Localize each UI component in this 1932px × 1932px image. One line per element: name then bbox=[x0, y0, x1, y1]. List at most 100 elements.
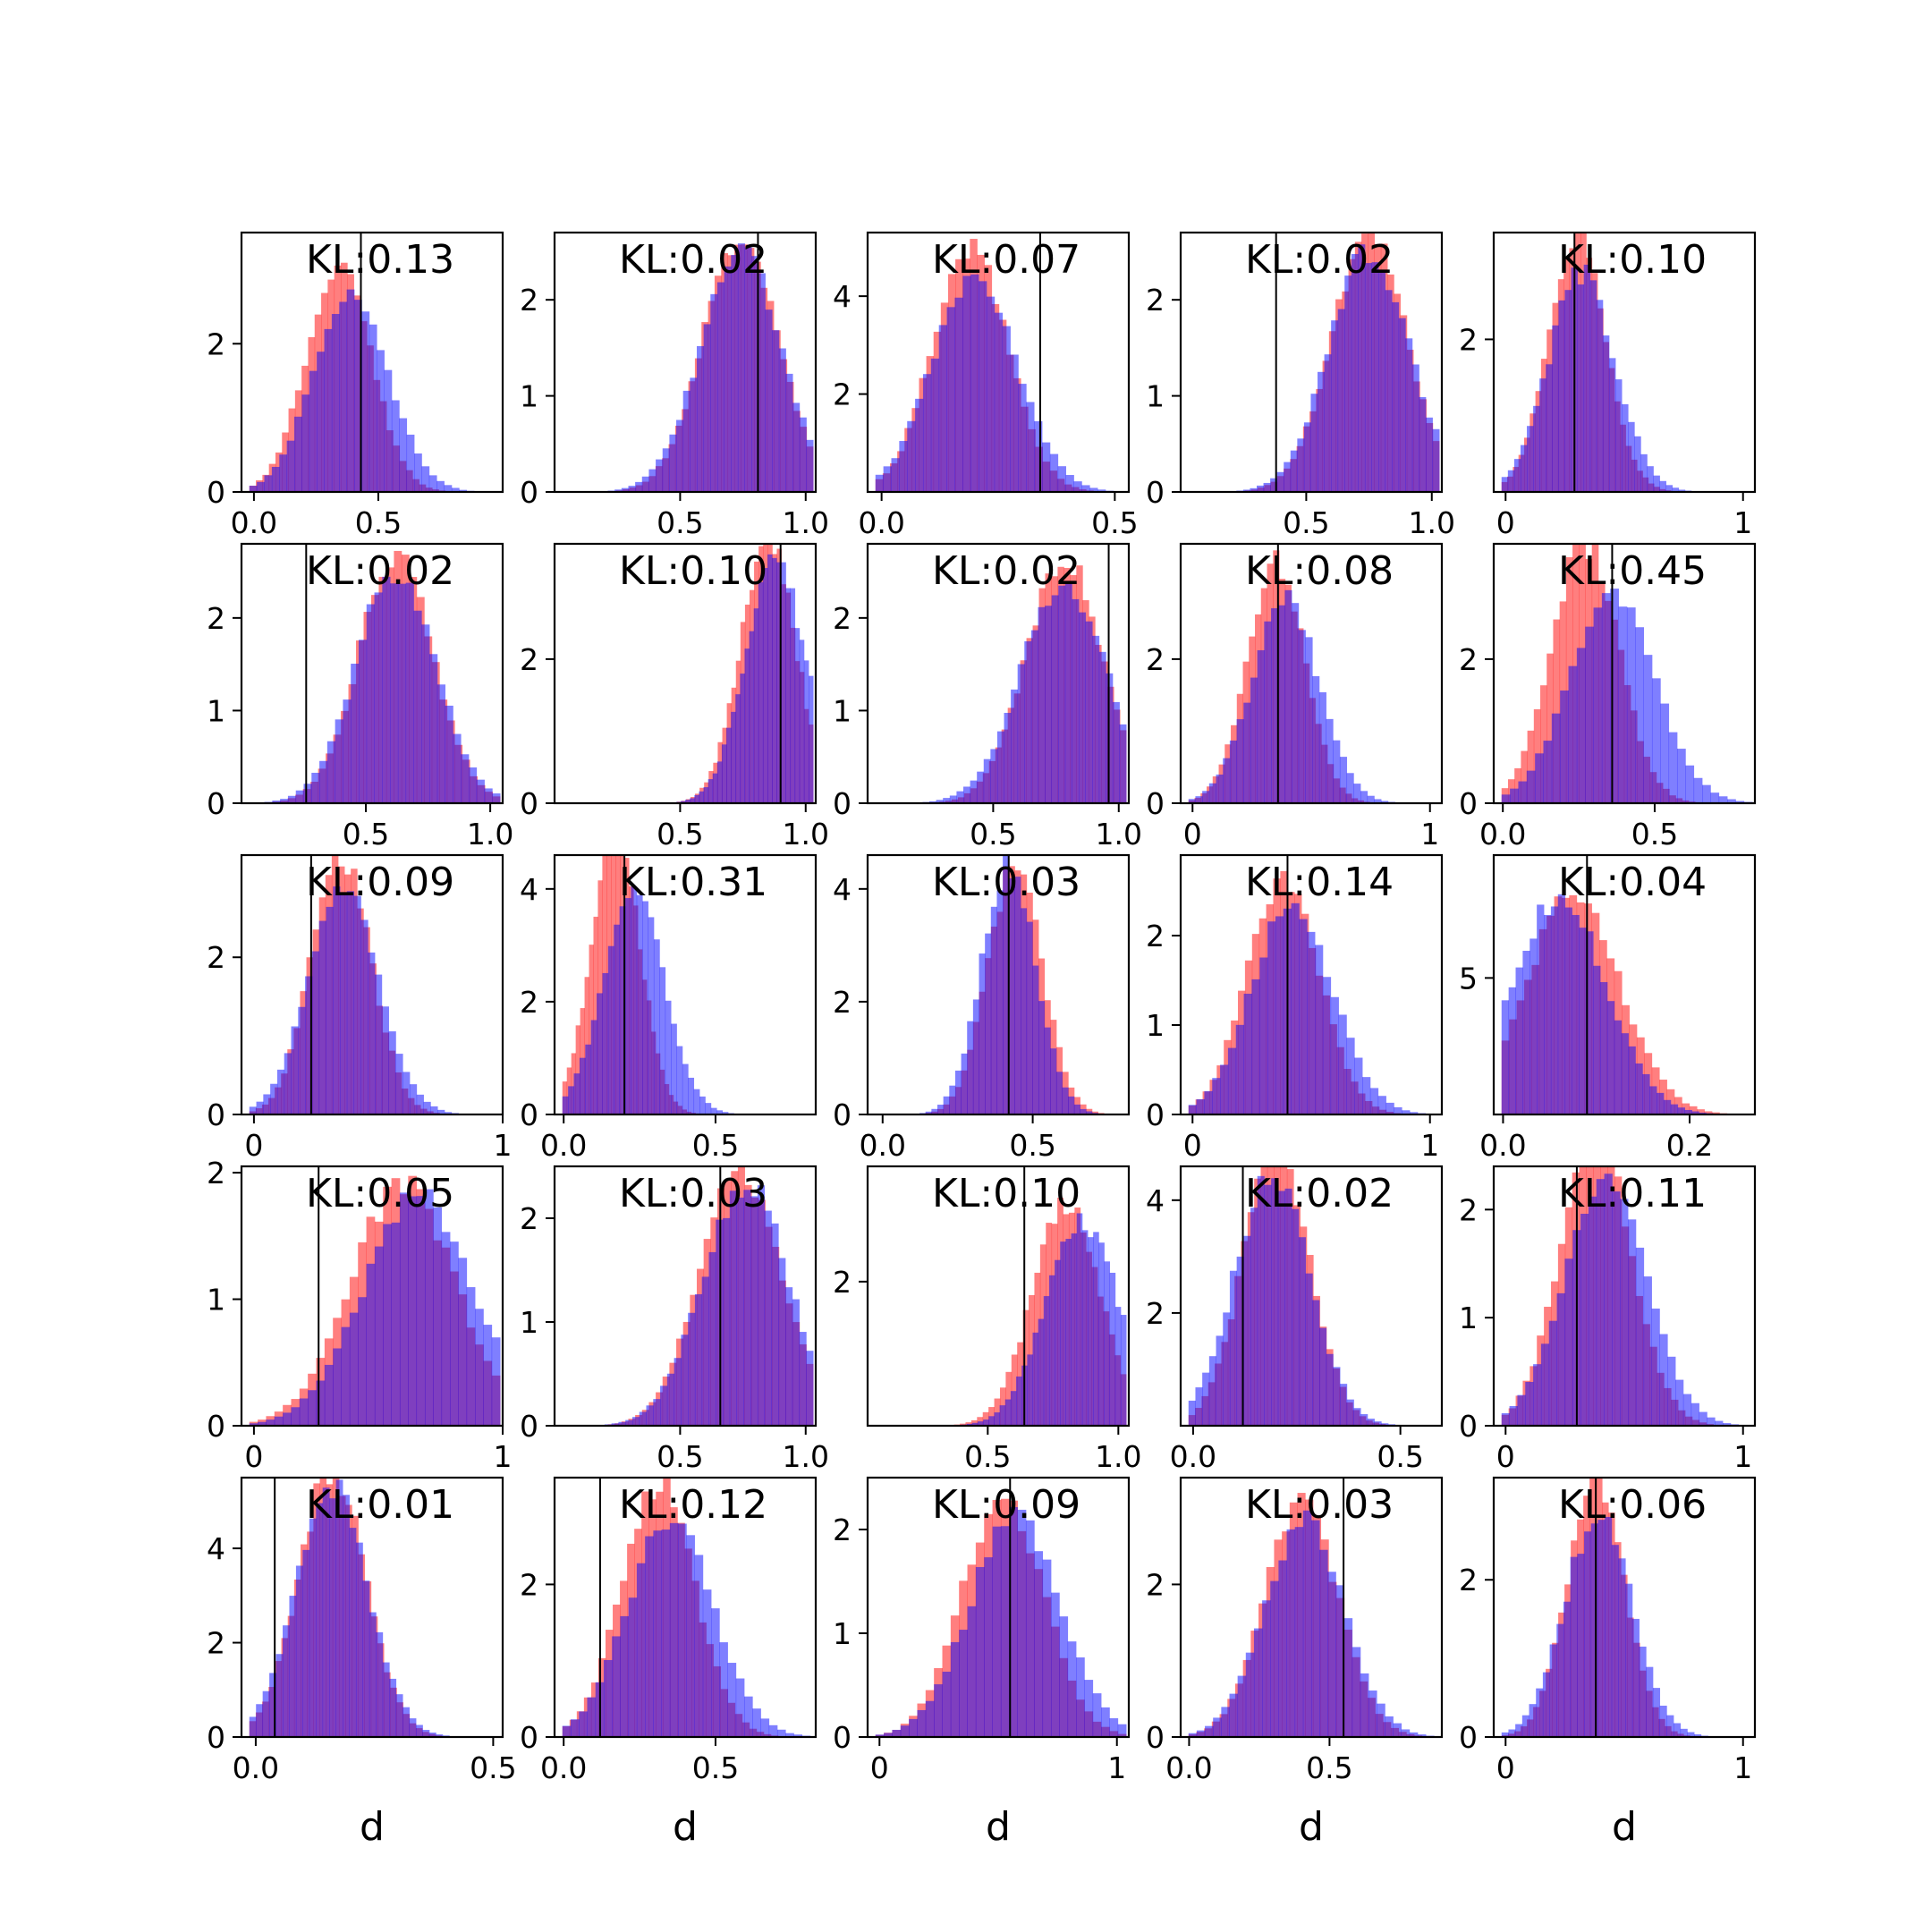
blue-histogram-bar bbox=[275, 1654, 284, 1737]
blue-histogram-bar bbox=[1593, 607, 1603, 803]
blue-histogram-bar bbox=[383, 1224, 392, 1426]
blue-histogram-bar bbox=[1539, 378, 1546, 492]
blue-histogram-bar bbox=[1601, 593, 1611, 803]
blue-histogram-bar bbox=[585, 1044, 592, 1114]
blue-histogram-bar bbox=[466, 1287, 476, 1426]
blue-histogram-bar bbox=[614, 489, 623, 492]
blue-histogram-bar bbox=[1533, 405, 1540, 492]
blue-histogram-bar bbox=[983, 1419, 989, 1426]
blue-histogram-bar bbox=[1533, 1364, 1542, 1426]
blue-histogram-bar bbox=[1018, 384, 1027, 492]
blue-histogram-bar bbox=[1542, 1672, 1550, 1737]
blue-histogram-bar bbox=[441, 1232, 451, 1426]
blue-histogram-bar bbox=[1663, 1099, 1672, 1114]
blue-histogram-bar bbox=[1286, 1529, 1296, 1737]
histogram-panel: 0.5 1.0 0 1 2 KL:0.02 bbox=[520, 231, 829, 540]
blue-histogram-bar bbox=[429, 654, 438, 803]
axes-frame bbox=[866, 853, 1131, 1116]
plot-area bbox=[264, 544, 501, 803]
blue-histogram-bar bbox=[1243, 702, 1251, 803]
blue-histogram-bar bbox=[1682, 1394, 1692, 1426]
x-tick-label: 0.5 bbox=[1377, 1439, 1423, 1474]
blue-histogram-bar bbox=[1653, 475, 1660, 492]
blue-histogram-bar bbox=[597, 993, 603, 1114]
blue-histogram-bar bbox=[1188, 799, 1196, 803]
blue-histogram-bar bbox=[666, 1373, 675, 1426]
blue-histogram-bar bbox=[1038, 1001, 1046, 1114]
y-tick-label: 1 bbox=[833, 1616, 852, 1651]
blue-histogram-bar bbox=[1202, 1372, 1210, 1426]
y-tick-label: 2 bbox=[833, 985, 852, 1020]
blue-histogram-bar bbox=[1652, 1688, 1661, 1737]
blue-histogram-bar bbox=[758, 581, 764, 803]
blue-histogram-bar bbox=[752, 1708, 761, 1737]
y-tick-label: 4 bbox=[833, 872, 852, 907]
red-histogram-bar bbox=[1527, 730, 1535, 803]
blue-histogram-bar bbox=[1672, 487, 1680, 492]
blue-histogram-bar bbox=[1385, 1102, 1394, 1114]
blue-histogram-bar bbox=[256, 1704, 264, 1737]
blue-histogram-bar bbox=[1330, 996, 1339, 1114]
blue-histogram-bar bbox=[309, 1518, 317, 1737]
blue-histogram-bar bbox=[1064, 582, 1072, 803]
blue-histogram-bar bbox=[459, 489, 468, 492]
blue-histogram-bar bbox=[483, 1325, 493, 1426]
blue-histogram-bar bbox=[461, 754, 470, 803]
histogram-panel: 0.0 0.5 0 2 KL:0.13 bbox=[207, 231, 504, 540]
blue-histogram-bar bbox=[1276, 471, 1284, 492]
blue-histogram-bar bbox=[279, 454, 288, 492]
blue-histogram-bar bbox=[743, 1190, 751, 1426]
blue-histogram-bar bbox=[1604, 1174, 1613, 1426]
blue-histogram-bar bbox=[731, 255, 739, 492]
blue-histogram-bar bbox=[1208, 1356, 1216, 1426]
blue-histogram-bar bbox=[444, 485, 453, 492]
blue-histogram-bar bbox=[1358, 244, 1366, 492]
blue-histogram-bar bbox=[1507, 470, 1515, 492]
blue-histogram-bar bbox=[753, 608, 759, 803]
blue-histogram-bar bbox=[961, 1053, 968, 1114]
blue-histogram-bar bbox=[674, 1358, 682, 1426]
axes-frame bbox=[553, 231, 818, 494]
blue-histogram-bar bbox=[397, 583, 407, 803]
blue-histogram-bar bbox=[1080, 1108, 1087, 1114]
blue-histogram-bar bbox=[283, 1625, 290, 1737]
blue-histogram-bar bbox=[326, 741, 336, 803]
blue-histogram-bar bbox=[1270, 1580, 1279, 1737]
blue-histogram-bar bbox=[1405, 338, 1413, 492]
blue-histogram-bar bbox=[1017, 1509, 1027, 1737]
blue-histogram-bar bbox=[430, 1106, 438, 1114]
blue-histogram-bar bbox=[625, 1419, 633, 1426]
blue-histogram-bar bbox=[648, 469, 657, 492]
y-tick-label: 0 bbox=[207, 475, 225, 510]
blue-histogram-bar bbox=[751, 256, 759, 492]
blue-histogram-bar bbox=[631, 1417, 640, 1426]
blue-histogram-bar bbox=[1010, 354, 1019, 492]
blue-histogram-bar bbox=[1518, 781, 1528, 803]
blue-histogram-bar bbox=[712, 773, 718, 803]
blue-histogram-bar bbox=[778, 1258, 786, 1426]
plot-area bbox=[675, 544, 814, 803]
blue-histogram-bar bbox=[703, 324, 711, 492]
blue-histogram-bar bbox=[1667, 1356, 1676, 1426]
x-tick-label: 0.5 bbox=[470, 1750, 516, 1785]
blue-histogram-bar bbox=[1092, 1693, 1102, 1737]
blue-histogram-bar bbox=[346, 289, 355, 492]
y-tick-label: 2 bbox=[207, 601, 225, 636]
plot-area bbox=[249, 1166, 501, 1426]
blue-histogram-bar bbox=[994, 312, 1004, 492]
x-tick-label: 0.0 bbox=[540, 1750, 587, 1785]
blue-histogram-bar bbox=[343, 1495, 350, 1737]
blue-histogram-bar bbox=[799, 640, 805, 803]
blue-histogram-bar bbox=[409, 1718, 417, 1737]
blue-histogram-bar bbox=[1647, 466, 1654, 492]
blue-histogram-bar bbox=[1243, 993, 1252, 1114]
blue-histogram-bar bbox=[1354, 1057, 1363, 1114]
kl-annotation: KL:0.45 bbox=[1558, 548, 1707, 594]
blue-histogram-bar bbox=[1303, 422, 1311, 492]
blue-histogram-bar bbox=[1264, 621, 1272, 803]
blue-histogram-bar bbox=[682, 390, 691, 492]
y-tick-label: 0 bbox=[833, 1097, 852, 1132]
blue-histogram-bar bbox=[1257, 650, 1265, 803]
blue-histogram-bar bbox=[1229, 1693, 1239, 1737]
axes-frame bbox=[1179, 1476, 1444, 1739]
